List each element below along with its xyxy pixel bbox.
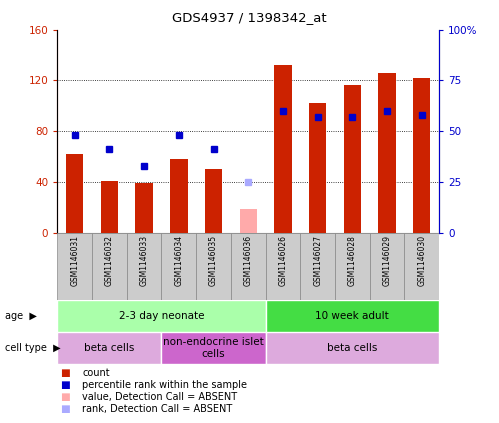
Bar [265, 332, 439, 364]
Text: cell type  ▶: cell type ▶ [5, 343, 60, 353]
Bar [335, 233, 370, 300]
Bar [344, 85, 361, 233]
Bar [205, 169, 222, 233]
Text: value, Detection Call = ABSENT: value, Detection Call = ABSENT [82, 392, 238, 402]
Bar [57, 332, 162, 364]
Text: ■: ■ [60, 392, 70, 402]
Text: percentile rank within the sample: percentile rank within the sample [82, 380, 248, 390]
Text: count: count [82, 368, 110, 378]
Bar [135, 183, 153, 233]
Bar [378, 73, 396, 233]
Text: beta cells: beta cells [84, 343, 135, 353]
Bar [92, 233, 127, 300]
Text: GSM1146033: GSM1146033 [140, 235, 149, 286]
Text: GSM1146032: GSM1146032 [105, 235, 114, 286]
Text: 2-3 day neonate: 2-3 day neonate [119, 311, 204, 321]
Bar [265, 233, 300, 300]
Text: GSM1146030: GSM1146030 [417, 235, 426, 286]
Bar [170, 159, 188, 233]
Text: GSM1146026: GSM1146026 [278, 235, 287, 286]
Bar [162, 332, 265, 364]
Text: GSM1146029: GSM1146029 [383, 235, 392, 286]
Bar [231, 233, 265, 300]
Text: rank, Detection Call = ABSENT: rank, Detection Call = ABSENT [82, 404, 233, 414]
Text: GSM1146031: GSM1146031 [70, 235, 79, 286]
Text: beta cells: beta cells [327, 343, 378, 353]
Bar [196, 233, 231, 300]
Bar [404, 233, 439, 300]
Text: 10 week adult: 10 week adult [315, 311, 389, 321]
Text: non-endocrine islet
cells: non-endocrine islet cells [163, 337, 264, 359]
Bar [309, 103, 326, 233]
Text: GSM1146035: GSM1146035 [209, 235, 218, 286]
Bar [413, 78, 431, 233]
Text: ■: ■ [60, 404, 70, 414]
Text: GSM1146036: GSM1146036 [244, 235, 253, 286]
Bar [57, 233, 92, 300]
Bar [274, 65, 291, 233]
Bar [127, 233, 162, 300]
Text: GDS4937 / 1398342_at: GDS4937 / 1398342_at [172, 11, 327, 24]
Bar [57, 300, 265, 332]
Bar [265, 300, 439, 332]
Bar [370, 233, 404, 300]
Bar [162, 233, 196, 300]
Bar [240, 209, 257, 233]
Bar [66, 154, 83, 233]
Bar [101, 181, 118, 233]
Text: ■: ■ [60, 380, 70, 390]
Text: GSM1146028: GSM1146028 [348, 235, 357, 286]
Text: age  ▶: age ▶ [5, 311, 37, 321]
Bar [300, 233, 335, 300]
Text: GSM1146027: GSM1146027 [313, 235, 322, 286]
Text: ■: ■ [60, 368, 70, 378]
Text: GSM1146034: GSM1146034 [174, 235, 183, 286]
